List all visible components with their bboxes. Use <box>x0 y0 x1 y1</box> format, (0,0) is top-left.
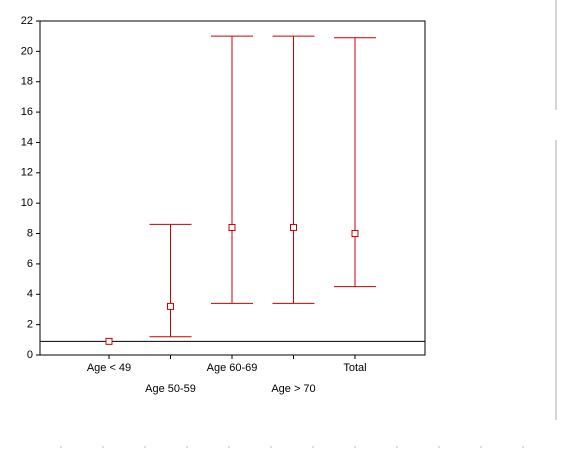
y-tick-label: 0 <box>27 349 33 361</box>
y-tick-label: 22 <box>21 15 33 27</box>
y-tick-label: 14 <box>21 136 33 148</box>
x-tick-label: Total <box>343 362 366 374</box>
mean-marker <box>228 223 236 231</box>
y-tick-label: 16 <box>21 106 33 118</box>
y-tick-label: 6 <box>27 258 33 270</box>
y-tick-label: 20 <box>21 45 33 57</box>
y-tick-label: 4 <box>27 288 33 300</box>
mean-marker <box>290 223 297 231</box>
x-tick-label: Age 60-69 <box>207 362 258 374</box>
mean-marker <box>351 230 359 238</box>
mean-marker <box>167 302 174 310</box>
mean-marker <box>105 337 113 345</box>
y-tick-label: 8 <box>27 227 33 239</box>
y-tick-label: 2 <box>27 319 33 331</box>
x-tick-label: Age > 70 <box>271 383 315 395</box>
x-tick-label: Age < 49 <box>87 362 131 374</box>
x-tick-label: Age 50-59 <box>145 383 196 395</box>
y-tick-label: 10 <box>21 197 33 209</box>
y-tick-label: 18 <box>21 76 33 88</box>
y-tick-label: 12 <box>21 167 33 179</box>
